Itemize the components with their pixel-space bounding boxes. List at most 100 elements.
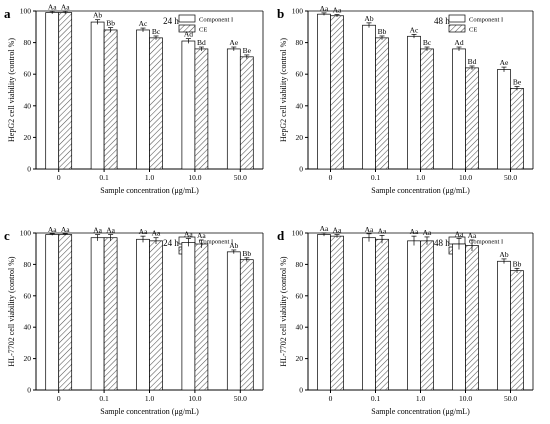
y-tick-label: 60 — [296, 70, 304, 79]
data-label: Ac — [410, 25, 419, 34]
data-label: Aa — [106, 226, 115, 235]
x-tick-label: 1.0 — [145, 173, 155, 182]
bar — [136, 29, 150, 170]
chart-panel-b: b 0 20 40 60 80 100 HepG2 cell viability (contr… — [277, 4, 534, 195]
legend-label-1: CE — [199, 27, 207, 34]
x-tick-label: 50.0 — [504, 173, 517, 182]
time-label: 24 h — [163, 16, 179, 26]
data-label: Bd — [468, 57, 477, 66]
y-tick-label: 100 — [292, 7, 304, 16]
data-label: Bd — [197, 38, 206, 47]
time-label: 24 h — [163, 238, 179, 248]
data-label: Aa — [333, 5, 342, 14]
data-label: Bb — [106, 19, 115, 28]
y-tick-label: 100 — [20, 229, 32, 238]
x-axis-title: Sample concentration (μg/mL) — [100, 186, 199, 195]
panel-letter: b — [277, 6, 284, 21]
x-tick-label: 0 — [329, 173, 333, 182]
bar — [317, 13, 331, 170]
y-tick-label: 80 — [24, 38, 32, 47]
bar — [136, 238, 150, 391]
y-axis-title: HL-7702 cell viability (control %) — [7, 256, 16, 367]
bar — [194, 243, 209, 391]
legend-swatch-1 — [448, 24, 466, 33]
data-label: Aa — [152, 229, 161, 238]
bar — [465, 67, 479, 170]
data-label: Bb — [378, 27, 387, 36]
bar — [452, 243, 466, 391]
y-tick-label: 60 — [24, 70, 32, 79]
bar — [510, 88, 524, 170]
bar — [375, 37, 389, 170]
y-tick-label: 100 — [20, 7, 32, 16]
x-axis-title: Sample concentration (μg/mL) — [371, 407, 470, 416]
data-label: Bc — [423, 38, 432, 47]
legend-swatch-0 — [178, 14, 196, 23]
legend-label-0: Component I — [469, 17, 503, 24]
bar — [330, 235, 344, 391]
panel-letter: a — [4, 6, 11, 21]
bar — [330, 15, 344, 170]
bar — [497, 260, 511, 391]
data-label: Aa — [320, 224, 329, 233]
y-tick-label: 0 — [27, 165, 31, 174]
x-tick-label: 10.0 — [188, 394, 201, 403]
bar — [181, 242, 196, 391]
x-tick-label: 0.1 — [371, 394, 381, 403]
data-label: Aa — [48, 2, 57, 11]
x-tick-label: 0.1 — [99, 173, 109, 182]
data-label: Be — [513, 78, 522, 87]
y-tick-label: 80 — [296, 260, 304, 269]
x-tick-label: 0 — [329, 394, 333, 403]
y-tick-label: 20 — [24, 354, 32, 363]
bar — [407, 240, 421, 391]
bar — [103, 237, 118, 391]
legend-label-1: CE — [469, 27, 477, 34]
bar — [420, 48, 434, 170]
x-tick-label: 0 — [57, 173, 61, 182]
y-tick-label: 20 — [296, 354, 304, 363]
time-label: 48 h — [434, 238, 450, 248]
data-label: Ad — [184, 30, 193, 39]
bar — [375, 238, 389, 391]
bar — [149, 240, 163, 391]
bar — [317, 234, 331, 391]
data-label: Aa — [184, 229, 193, 238]
bar — [90, 237, 105, 391]
data-label: Aa — [410, 227, 419, 236]
panel-letter: d — [277, 228, 285, 243]
y-axis-title: HepG2 cell viability (control %) — [279, 38, 288, 142]
data-label: Bb — [513, 259, 522, 268]
data-label: Ab — [364, 14, 373, 23]
legend-swatch-0 — [448, 14, 466, 23]
bar — [226, 48, 241, 170]
y-axis-title: HL-7702 cell viability (control %) — [279, 256, 288, 367]
y-tick-label: 20 — [24, 133, 32, 142]
y-axis-title: HepG2 cell viability (control %) — [7, 38, 16, 142]
bar — [149, 37, 163, 170]
legend-swatch-1 — [178, 24, 196, 33]
panel-letter: c — [4, 228, 10, 243]
bar — [58, 12, 73, 170]
data-label: Aa — [320, 4, 329, 13]
bar — [103, 29, 118, 170]
bar — [45, 12, 60, 170]
x-tick-label: 1.0 — [145, 394, 155, 403]
y-tick-label: 40 — [296, 323, 304, 332]
y-tick-label: 80 — [296, 38, 304, 47]
x-tick-label: 1.0 — [416, 173, 426, 182]
chart-panel-d: d 0 20 40 60 80 100 HL-7702 cell viability (con… — [277, 224, 534, 416]
x-tick-label: 0.1 — [371, 173, 381, 182]
bar — [45, 234, 60, 391]
bar — [420, 240, 434, 391]
data-label: Ab — [93, 11, 102, 20]
x-tick-label: 10.0 — [459, 394, 472, 403]
x-tick-label: 10.0 — [188, 173, 201, 182]
x-tick-label: 10.0 — [459, 173, 472, 182]
bar — [362, 24, 376, 170]
bar — [362, 237, 376, 391]
x-tick-label: 0.1 — [99, 394, 109, 403]
data-label: Aa — [333, 226, 342, 235]
y-tick-label: 60 — [24, 291, 32, 300]
bar — [181, 40, 196, 170]
